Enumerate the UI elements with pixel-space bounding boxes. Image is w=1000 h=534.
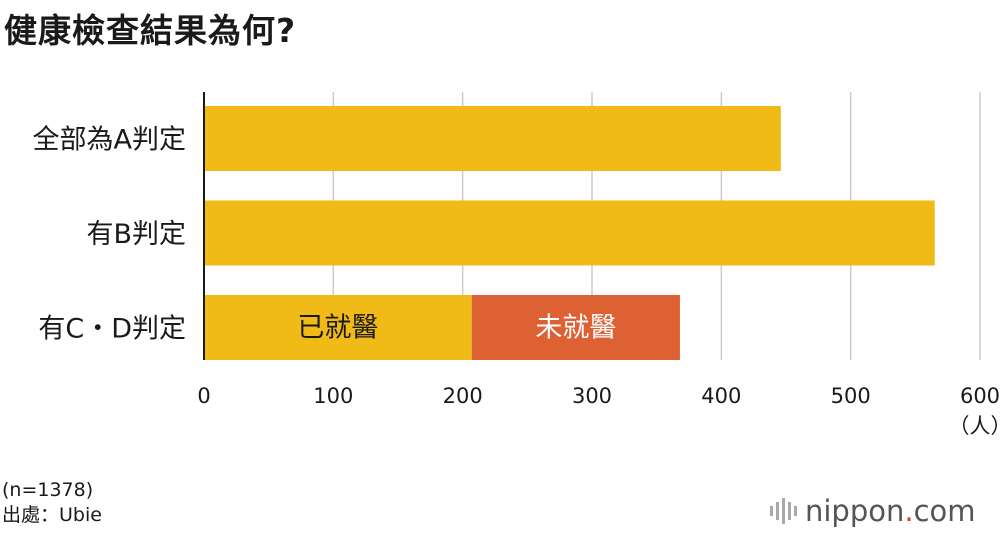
bar xyxy=(204,200,935,266)
x-tick-label: 300 xyxy=(572,384,612,408)
chart-title: 健康檢查結果為何? xyxy=(4,11,297,50)
nippon-logo: nippon. com xyxy=(770,491,976,531)
category-label: 有C・D判定 xyxy=(38,314,186,345)
chart-notes: (n=1378) 出處：Ubie xyxy=(2,478,102,528)
x-tick-label: 0 xyxy=(197,384,210,408)
logo-name: nippon xyxy=(805,494,905,528)
sample-size-note: (n=1378) xyxy=(2,479,94,501)
nippon-logo-icon xyxy=(770,498,797,524)
bar xyxy=(471,295,680,360)
bar-series-label: 未就醫 xyxy=(535,313,616,344)
x-axis-unit: （人） xyxy=(949,414,1000,438)
x-tick-label: 200 xyxy=(443,384,483,408)
logo-dot: . xyxy=(904,494,914,528)
bar xyxy=(204,106,781,171)
category-label: 有B判定 xyxy=(86,219,186,250)
x-tick-label: 500 xyxy=(831,384,871,408)
axes: 0 100 200 300 400 500 600 （人） xyxy=(197,92,1000,438)
x-tick-label: 600 xyxy=(960,384,1000,408)
x-tick-label: 100 xyxy=(313,384,353,408)
source-note: 出處：Ubie xyxy=(2,504,102,526)
bars xyxy=(204,106,935,360)
bar-series-label: 已就醫 xyxy=(297,313,378,344)
bar xyxy=(204,295,472,360)
x-tick-label: 400 xyxy=(701,384,741,408)
category-label: 全部為A判定 xyxy=(33,125,186,156)
logo-suffix: com xyxy=(913,494,976,528)
